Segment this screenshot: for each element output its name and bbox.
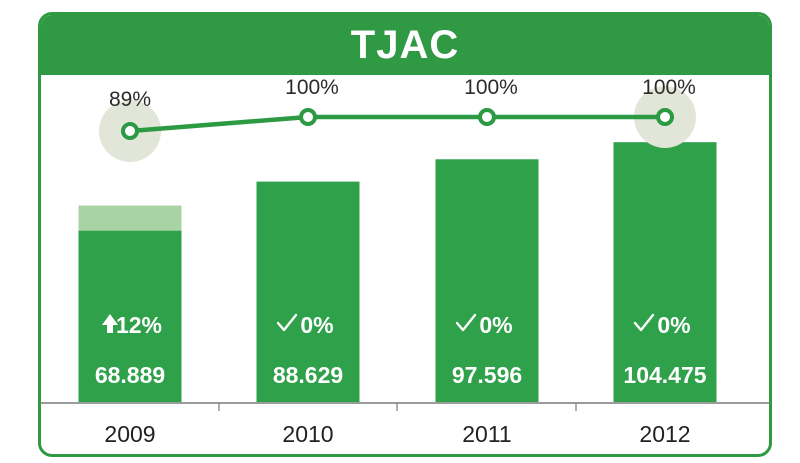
bar-change-label: 0% (479, 312, 512, 338)
bar-value-label: 104.475 (623, 362, 706, 388)
bar-2009 (78, 230, 182, 402)
bar-change-label: 12% (116, 312, 162, 338)
line-point-label: 100% (642, 76, 696, 99)
line-point-2009 (121, 122, 139, 140)
line-point-2012 (656, 108, 674, 126)
bar-value-label: 88.629 (273, 362, 343, 388)
check-icon (455, 313, 477, 332)
line-point-label: 100% (464, 76, 518, 99)
check-icon (633, 313, 655, 332)
bar-2010 (256, 181, 360, 402)
x-tick-label: 2012 (639, 421, 690, 447)
chart-title: TJAC (41, 15, 769, 75)
x-tick-label: 2010 (282, 421, 333, 447)
check-icon (276, 313, 298, 332)
x-tick-label: 2011 (462, 421, 511, 447)
bar-value-label: 97.596 (452, 362, 522, 388)
line-point-2011 (478, 108, 496, 126)
bar-2011 (435, 159, 539, 402)
line-point-label: 89% (109, 88, 151, 111)
bar-2012 (613, 142, 717, 402)
bar-change-label: 0% (300, 312, 333, 338)
line-series-path (129, 114, 665, 134)
bar-value-label: 68.889 (95, 362, 165, 388)
bar-previous-2009 (78, 205, 182, 231)
arrow-up-icon (102, 314, 118, 333)
x-tick-label: 2009 (104, 421, 155, 447)
line-point-2010 (299, 108, 317, 126)
line-point-label: 100% (285, 76, 339, 99)
bar-change-label: 0% (657, 312, 690, 338)
